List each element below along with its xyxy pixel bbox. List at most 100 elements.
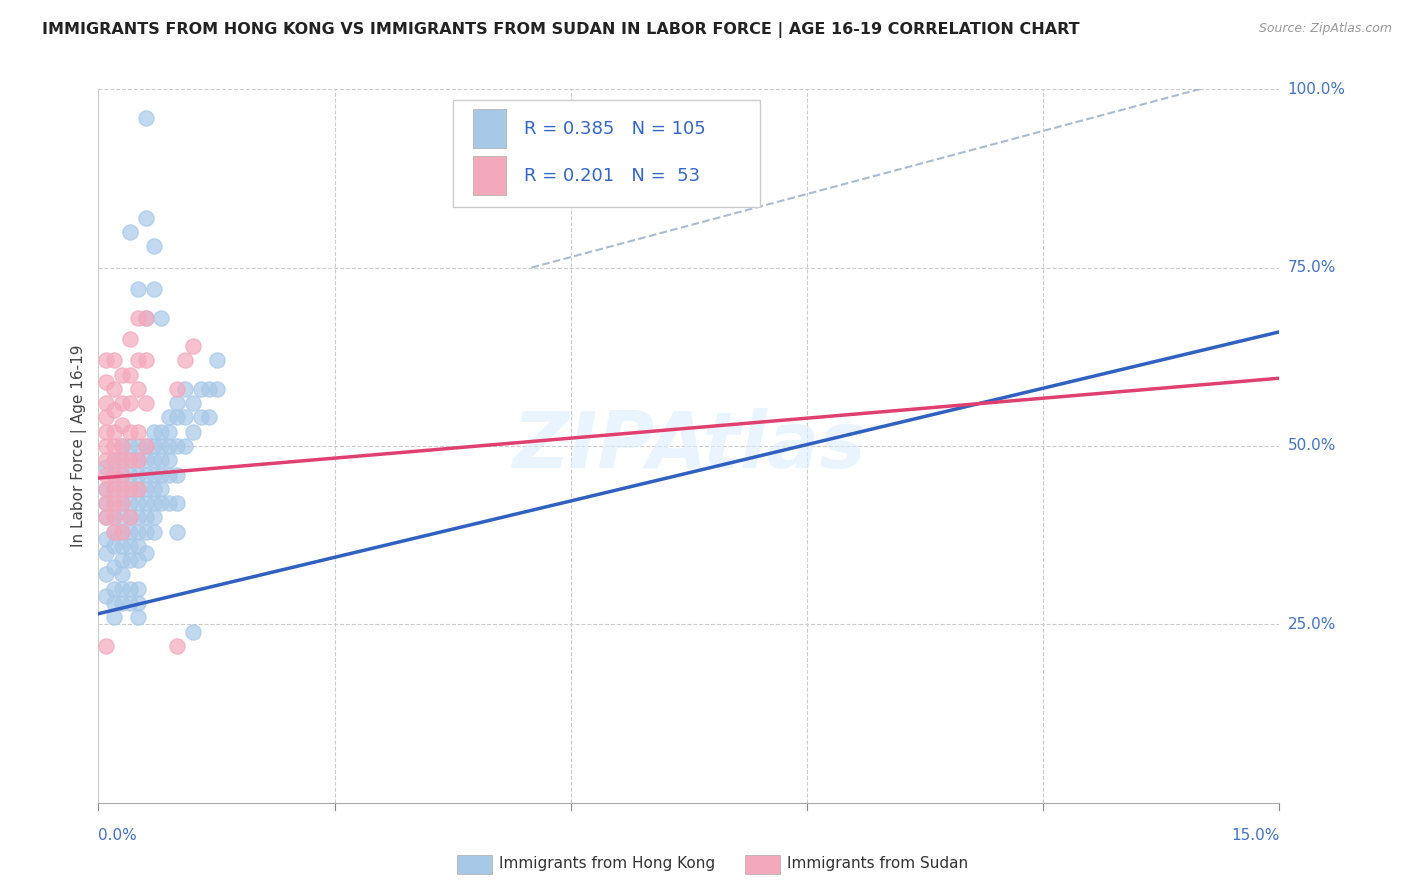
Point	[127, 439, 149, 453]
Point	[118, 482, 141, 496]
Point	[135, 467, 157, 482]
Point	[96, 425, 118, 439]
Point	[181, 425, 204, 439]
Point	[103, 582, 125, 596]
Point	[142, 439, 165, 453]
Point	[118, 453, 141, 467]
Text: 75.0%: 75.0%	[1288, 260, 1336, 275]
Point	[142, 282, 165, 296]
Point	[135, 496, 157, 510]
Point	[166, 467, 188, 482]
Point	[96, 496, 118, 510]
Point	[111, 482, 134, 496]
Point	[142, 510, 165, 524]
Point	[166, 410, 188, 425]
Point	[103, 467, 125, 482]
FancyBboxPatch shape	[472, 109, 506, 148]
Point	[111, 439, 134, 453]
Text: R = 0.201   N =  53: R = 0.201 N = 53	[523, 167, 700, 185]
Point	[166, 524, 188, 539]
Point	[127, 453, 149, 467]
Point	[103, 353, 125, 368]
Point	[111, 567, 134, 582]
Point	[111, 396, 134, 410]
Point	[103, 425, 125, 439]
Point	[127, 510, 149, 524]
Point	[166, 496, 188, 510]
Point	[118, 510, 141, 524]
Point	[96, 482, 118, 496]
Point	[135, 211, 157, 225]
Point	[118, 553, 141, 567]
Point	[96, 467, 118, 482]
Point	[118, 439, 141, 453]
Point	[111, 553, 134, 567]
Point	[127, 453, 149, 467]
Point	[103, 510, 125, 524]
Point	[118, 225, 141, 239]
Point	[111, 510, 134, 524]
Point	[111, 482, 134, 496]
Point	[111, 439, 134, 453]
Point	[96, 453, 118, 467]
Point	[181, 624, 204, 639]
Point	[118, 539, 141, 553]
Point	[96, 589, 118, 603]
Text: Immigrants from Sudan: Immigrants from Sudan	[787, 856, 969, 871]
Point	[118, 482, 141, 496]
Point	[96, 496, 118, 510]
Point	[150, 439, 173, 453]
Point	[157, 496, 180, 510]
Point	[96, 567, 118, 582]
Point	[166, 396, 188, 410]
Point	[103, 453, 125, 467]
Point	[174, 353, 197, 368]
Point	[135, 310, 157, 325]
Point	[103, 496, 125, 510]
Point	[96, 460, 118, 475]
Text: 25.0%: 25.0%	[1288, 617, 1336, 632]
Point	[111, 582, 134, 596]
Point	[142, 453, 165, 467]
Text: ZIPAtlas: ZIPAtlas	[512, 408, 866, 484]
Point	[96, 439, 118, 453]
Point	[103, 560, 125, 574]
Point	[197, 382, 219, 396]
Point	[142, 496, 165, 510]
Point	[103, 439, 125, 453]
Point	[96, 639, 118, 653]
Y-axis label: In Labor Force | Age 16-19: In Labor Force | Age 16-19	[72, 344, 87, 548]
Point	[96, 532, 118, 546]
Point	[135, 439, 157, 453]
Point	[127, 553, 149, 567]
Point	[190, 410, 212, 425]
Point	[127, 282, 149, 296]
Point	[150, 482, 173, 496]
Point	[118, 496, 141, 510]
Point	[166, 639, 188, 653]
Text: 50.0%: 50.0%	[1288, 439, 1336, 453]
Point	[127, 539, 149, 553]
Text: Source: ZipAtlas.com: Source: ZipAtlas.com	[1258, 22, 1392, 36]
Point	[181, 396, 204, 410]
Text: 0.0%: 0.0%	[98, 828, 138, 843]
Point	[135, 510, 157, 524]
Point	[157, 410, 180, 425]
Point	[127, 425, 149, 439]
Point	[111, 368, 134, 382]
Point	[157, 467, 180, 482]
Point	[118, 582, 141, 596]
Point	[127, 467, 149, 482]
FancyBboxPatch shape	[453, 100, 759, 207]
Point	[103, 482, 125, 496]
Point	[111, 496, 134, 510]
Point	[127, 596, 149, 610]
Point	[96, 510, 118, 524]
Point	[118, 332, 141, 346]
Point	[111, 524, 134, 539]
Point	[150, 425, 173, 439]
Point	[205, 382, 228, 396]
Point	[111, 467, 134, 482]
Point	[142, 467, 165, 482]
Point	[174, 410, 197, 425]
